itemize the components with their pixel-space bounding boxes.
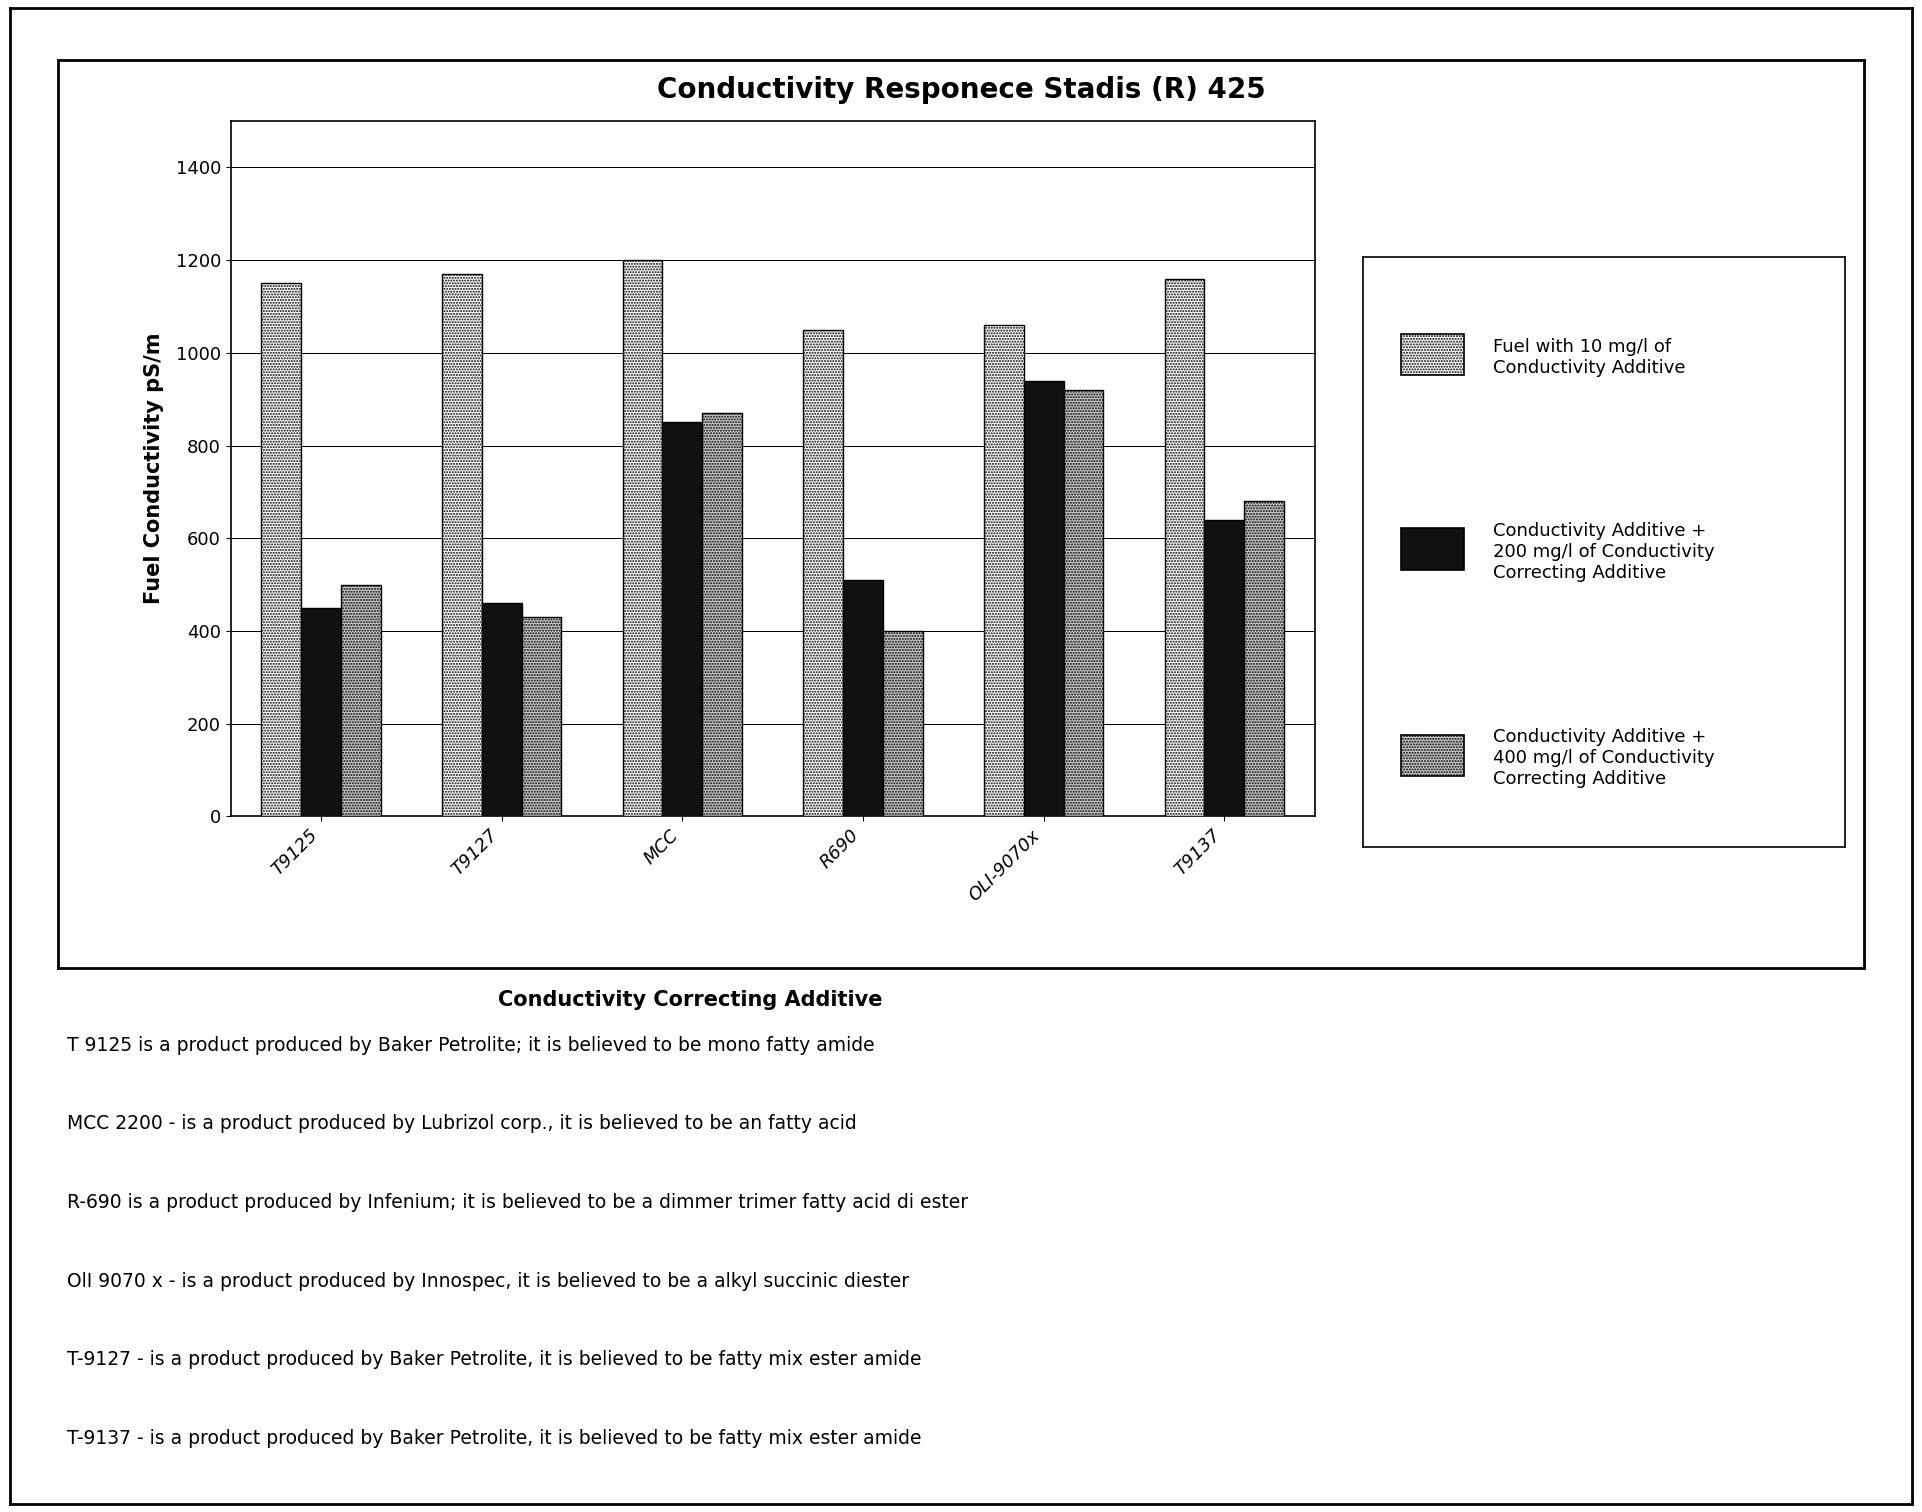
Bar — [442, 274, 482, 816]
Bar — [482, 603, 521, 816]
Bar — [663, 422, 702, 816]
Bar — [1063, 390, 1103, 816]
Bar — [1401, 528, 1465, 570]
Text: Conductivity Responece Stadis (R) 425: Conductivity Responece Stadis (R) 425 — [657, 76, 1265, 104]
Bar — [1165, 278, 1205, 816]
Bar — [261, 283, 302, 816]
Text: MCC 2200 - is a product produced by Lubrizol corp., it is believed to be an fatt: MCC 2200 - is a product produced by Lubr… — [67, 1114, 857, 1134]
Bar — [1024, 381, 1063, 816]
Text: T-9127 - is a product produced by Baker Petrolite, it is believed to be fatty mi: T-9127 - is a product produced by Baker … — [67, 1350, 923, 1370]
Text: T 9125 is a product produced by Baker Petrolite; it is believed to be mono fatty: T 9125 is a product produced by Baker Pe… — [67, 1036, 875, 1055]
Bar — [521, 617, 561, 816]
Bar — [1244, 500, 1284, 816]
Text: R-690 is a product produced by Infenium; it is believed to be a dimmer trimer fa: R-690 is a product produced by Infenium;… — [67, 1193, 969, 1213]
Bar — [882, 631, 923, 816]
Bar — [1401, 334, 1465, 375]
Bar — [340, 585, 381, 816]
Bar — [1401, 735, 1465, 776]
Bar — [302, 608, 340, 816]
Text: OlI 9070 x - is a product produced by Innospec, it is believed to be a alkyl suc: OlI 9070 x - is a product produced by In… — [67, 1272, 909, 1291]
Bar — [803, 330, 844, 816]
Text: Conductivity Correcting Additive: Conductivity Correcting Additive — [498, 990, 882, 1010]
Text: Fuel with 10 mg/l of
Conductivity Additive: Fuel with 10 mg/l of Conductivity Additi… — [1493, 337, 1686, 376]
Text: Conductivity Additive +
200 mg/l of Conductivity
Correcting Additive: Conductivity Additive + 200 mg/l of Cond… — [1493, 522, 1714, 582]
Bar — [702, 413, 742, 816]
Y-axis label: Fuel Conductivity pS/m: Fuel Conductivity pS/m — [144, 333, 165, 605]
Text: Conductivity Additive +
400 mg/l of Conductivity
Correcting Additive: Conductivity Additive + 400 mg/l of Cond… — [1493, 729, 1714, 788]
Text: T-9137 - is a product produced by Baker Petrolite, it is believed to be fatty mi: T-9137 - is a product produced by Baker … — [67, 1429, 923, 1448]
Bar — [984, 325, 1024, 816]
Bar — [1205, 520, 1244, 816]
Bar — [844, 581, 882, 816]
Bar — [623, 260, 663, 816]
